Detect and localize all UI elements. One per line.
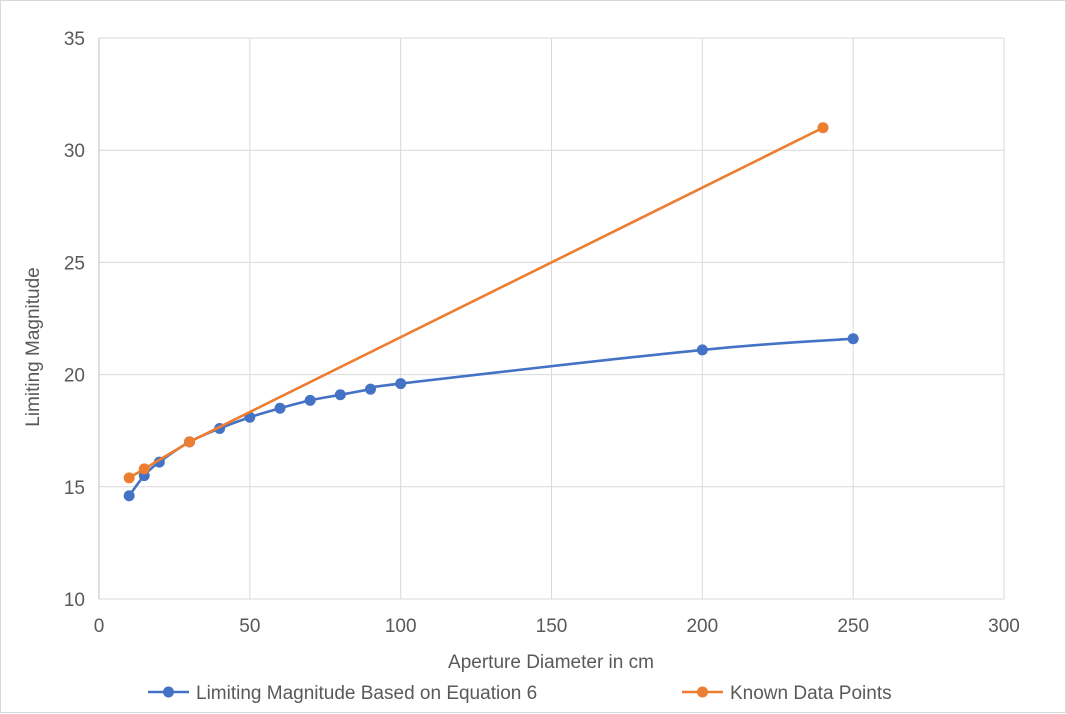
series-2-line: [128, 126, 824, 479]
series-1-point: [274, 402, 286, 414]
x-tick-label: 250: [837, 616, 869, 637]
x-tick-label: 50: [239, 616, 260, 637]
x-tick-label: 300: [988, 616, 1020, 637]
legend-swatch-marker: [697, 686, 708, 698]
tick-labels: 10 15 20 25 30 35 0 50 100 150 200 250 300: [64, 29, 1020, 637]
y-tick-label: 10: [64, 590, 85, 611]
series-1-point: [123, 490, 135, 502]
y-tick-label: 25: [64, 253, 85, 274]
series: [123, 122, 859, 502]
y-tick-label: 20: [64, 366, 85, 387]
legend-label: Known Data Points: [730, 683, 892, 704]
series-1: [123, 333, 859, 502]
series-1-point: [365, 383, 376, 395]
series-1-point: [304, 394, 316, 406]
series-2-point: [138, 463, 150, 475]
legend-label: Limiting Magnitude Based on Equation 6: [196, 683, 537, 704]
x-tick-label: 200: [686, 616, 718, 637]
series-1-point: [696, 344, 708, 356]
series-2: [123, 122, 829, 484]
legend-item-1: Limiting Magnitude Based on Equation 6: [148, 683, 537, 704]
series-1-point: [395, 378, 407, 390]
x-tick-label: 150: [536, 616, 568, 637]
y-tick-label: 15: [64, 478, 85, 499]
y-tick-label: 35: [64, 29, 85, 50]
series-1-point: [847, 333, 859, 345]
x-tick-label: 0: [94, 616, 105, 637]
legend: Limiting Magnitude Based on Equation 6 Kn…: [148, 683, 892, 704]
grid: [98, 37, 1005, 600]
y-tick-label: 30: [64, 141, 85, 162]
series-2-point: [184, 436, 195, 448]
series-2-point: [123, 472, 135, 484]
series-2-point: [817, 122, 829, 134]
x-tick-label: 100: [385, 616, 417, 637]
legend-item-2: Known Data Points: [682, 683, 892, 704]
legend-swatch-marker: [163, 686, 174, 698]
x-axis-title: Aperture Diameter in cm: [448, 652, 654, 673]
series-1-point: [334, 389, 346, 401]
y-axis-title: Limiting Magnitude: [23, 267, 44, 426]
